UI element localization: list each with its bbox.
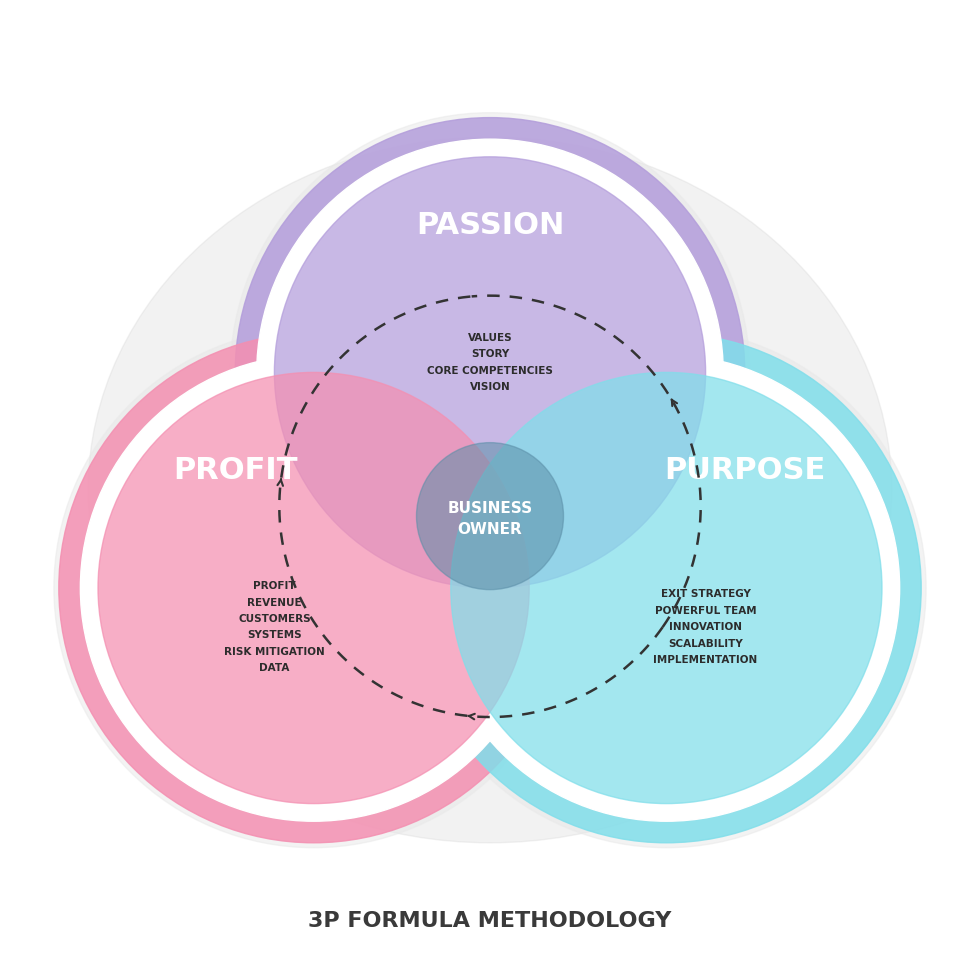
Circle shape: [407, 328, 926, 848]
Circle shape: [230, 113, 750, 632]
Text: 3P FORMULA METHODOLOGY: 3P FORMULA METHODOLOGY: [309, 911, 671, 931]
Circle shape: [54, 328, 573, 848]
Text: PROFIT: PROFIT: [172, 456, 298, 485]
Text: VALUES
STORY
CORE COMPETENCIES
VISION: VALUES STORY CORE COMPETENCIES VISION: [427, 333, 553, 392]
Circle shape: [451, 372, 882, 804]
Circle shape: [98, 372, 529, 804]
Circle shape: [59, 333, 568, 843]
Text: EXIT STRATEGY
POWERFUL TEAM
INNOVATION
SCALABILITY
IMPLEMENTATION: EXIT STRATEGY POWERFUL TEAM INNOVATION S…: [654, 589, 758, 665]
Circle shape: [235, 118, 745, 627]
Ellipse shape: [88, 137, 892, 843]
Circle shape: [274, 157, 706, 588]
Text: PURPOSE: PURPOSE: [664, 456, 825, 485]
Text: BUSINESS
OWNER: BUSINESS OWNER: [448, 502, 532, 537]
Text: PASSION: PASSION: [416, 211, 564, 240]
Text: PROFIT
REVENUE
CUSTOMERS
SYSTEMS
RISK MITIGATION
DATA: PROFIT REVENUE CUSTOMERS SYSTEMS RISK MI…: [224, 581, 324, 673]
Circle shape: [412, 333, 921, 843]
Circle shape: [257, 139, 723, 606]
Circle shape: [416, 443, 564, 590]
Circle shape: [433, 355, 900, 821]
Circle shape: [80, 355, 547, 821]
